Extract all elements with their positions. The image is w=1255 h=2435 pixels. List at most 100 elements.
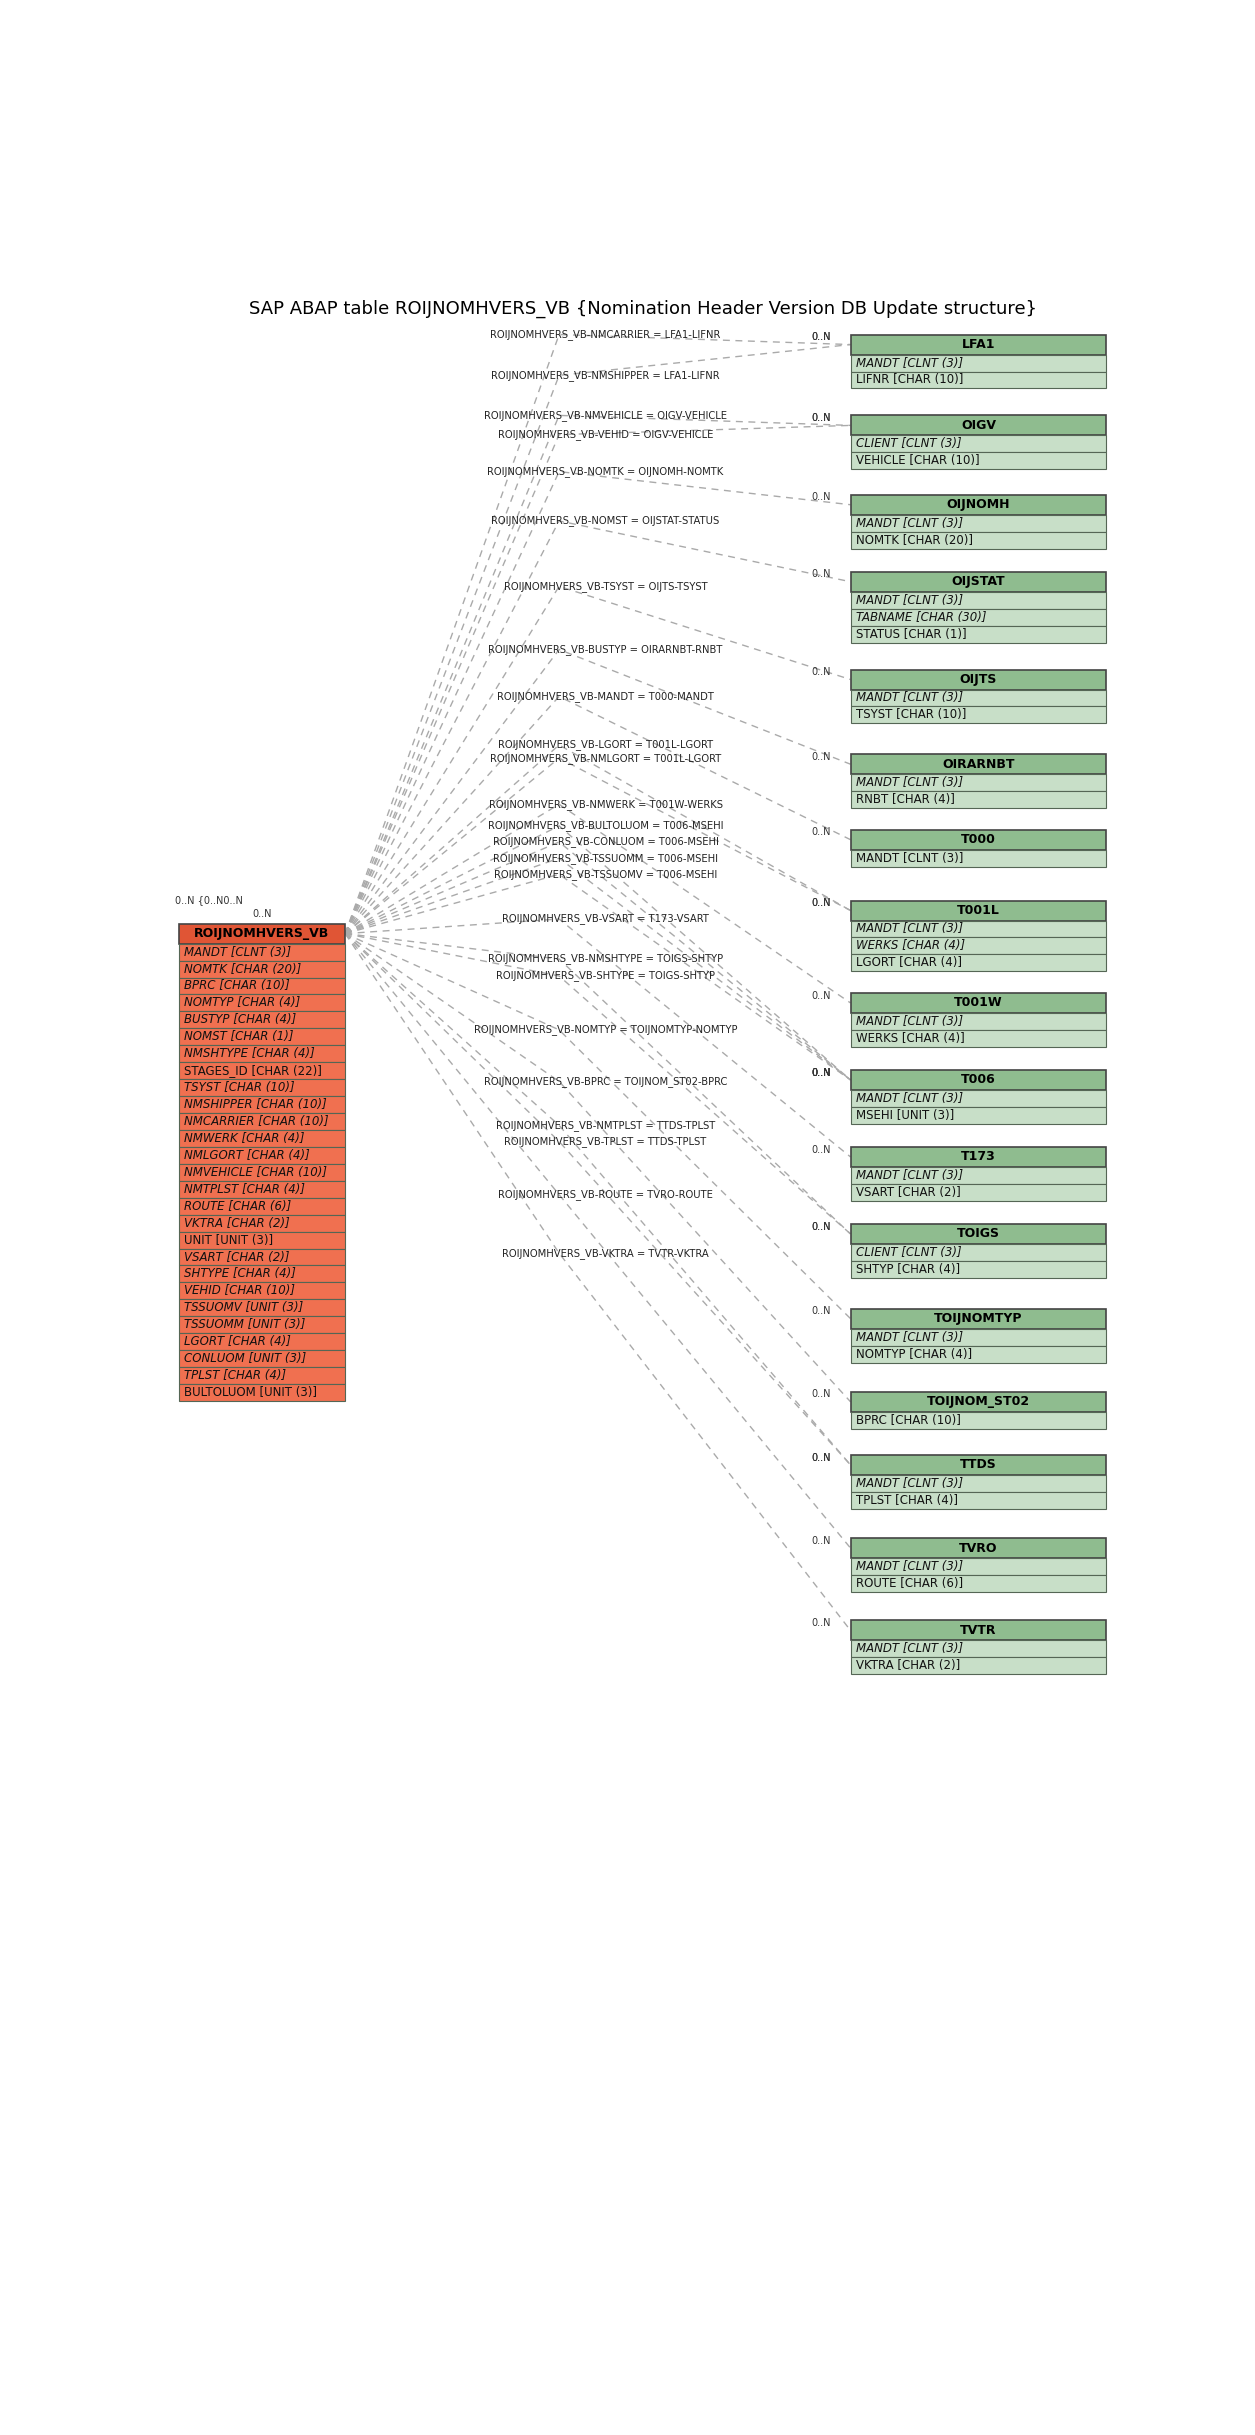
Bar: [178, 1045, 345, 1062]
Bar: [851, 1308, 1106, 1330]
Text: T000: T000: [961, 833, 995, 847]
Bar: [851, 572, 1106, 592]
Bar: [178, 1232, 345, 1249]
Text: LGORT [CHAR (4)]: LGORT [CHAR (4)]: [856, 957, 961, 969]
Bar: [178, 1147, 345, 1164]
Text: NOMST [CHAR (1)]: NOMST [CHAR (1)]: [184, 1030, 294, 1042]
Bar: [851, 920, 1106, 937]
Text: TSYST [CHAR (10)]: TSYST [CHAR (10)]: [184, 1081, 295, 1093]
Bar: [851, 1393, 1106, 1412]
Bar: [851, 1069, 1106, 1091]
Text: NOMTK [CHAR (20)]: NOMTK [CHAR (20)]: [856, 533, 973, 545]
Bar: [851, 453, 1106, 470]
Bar: [851, 1658, 1106, 1675]
Text: OIGV: OIGV: [961, 419, 996, 431]
Text: 0..N: 0..N: [811, 752, 831, 762]
Bar: [851, 626, 1106, 643]
Bar: [851, 1347, 1106, 1364]
Text: T173: T173: [961, 1149, 995, 1164]
Bar: [851, 755, 1106, 774]
Text: MANDT [CLNT (3)]: MANDT [CLNT (3)]: [856, 1478, 963, 1490]
Text: MANDT [CLNT (3)]: MANDT [CLNT (3)]: [856, 356, 963, 370]
Text: VSART [CHAR (2)]: VSART [CHAR (2)]: [184, 1252, 290, 1264]
Text: 0..N: 0..N: [811, 414, 831, 424]
Text: MANDT [CLNT (3)]: MANDT [CLNT (3)]: [856, 1644, 963, 1656]
Text: BULTOLUOM [UNIT (3)]: BULTOLUOM [UNIT (3)]: [184, 1386, 318, 1400]
Text: 0..N: 0..N: [811, 1619, 831, 1629]
Bar: [851, 1108, 1106, 1125]
Text: TVRO: TVRO: [959, 1541, 998, 1554]
Bar: [178, 1062, 345, 1079]
Text: TVTR: TVTR: [960, 1624, 996, 1636]
Bar: [851, 1261, 1106, 1278]
Text: MANDT [CLNT (3)]: MANDT [CLNT (3)]: [856, 692, 963, 704]
Text: NMTPLST [CHAR (4)]: NMTPLST [CHAR (4)]: [184, 1183, 305, 1196]
Text: ROIJNOMHVERS_VB-TSSUOMM = T006-MSEHI: ROIJNOMHVERS_VB-TSSUOMM = T006-MSEHI: [493, 852, 718, 864]
Bar: [851, 1558, 1106, 1575]
Bar: [851, 1030, 1106, 1047]
Bar: [851, 706, 1106, 723]
Text: NOMTYP [CHAR (4)]: NOMTYP [CHAR (4)]: [184, 996, 300, 1011]
Text: MANDT [CLNT (3)]: MANDT [CLNT (3)]: [856, 1091, 963, 1105]
Text: TSYST [CHAR (10)]: TSYST [CHAR (10)]: [856, 709, 966, 721]
Text: TSSUOMM [UNIT (3)]: TSSUOMM [UNIT (3)]: [184, 1317, 305, 1332]
Bar: [851, 373, 1106, 390]
Bar: [851, 531, 1106, 548]
Bar: [851, 937, 1106, 955]
Text: 0..N: 0..N: [811, 1390, 831, 1400]
Text: 0..N {0..N0..N: 0..N {0..N0..N: [174, 896, 242, 906]
Bar: [851, 494, 1106, 514]
Bar: [851, 1147, 1106, 1166]
Bar: [178, 1334, 345, 1349]
Text: 0..N: 0..N: [811, 492, 831, 502]
Text: 0..N: 0..N: [811, 1222, 831, 1232]
Text: ROIJNOMHVERS_VB-NOMTK = OIJNOMH-NOMTK: ROIJNOMHVERS_VB-NOMTK = OIJNOMH-NOMTK: [487, 465, 724, 477]
Text: OIJSTAT: OIJSTAT: [951, 575, 1005, 589]
Text: ROIJNOMHVERS_VB-TSSUOMV = T006-MSEHI: ROIJNOMHVERS_VB-TSSUOMV = T006-MSEHI: [494, 869, 717, 879]
Bar: [851, 592, 1106, 609]
Text: ROIJNOMHVERS_VB: ROIJNOMHVERS_VB: [195, 928, 330, 940]
Text: ROIJNOMHVERS_VB-NMSHTYPE = TOIGS-SHTYP: ROIJNOMHVERS_VB-NMSHTYPE = TOIGS-SHTYP: [488, 955, 723, 964]
Text: CLIENT [CLNT (3)]: CLIENT [CLNT (3)]: [856, 438, 961, 450]
Text: ROIJNOMHVERS_VB-BULTOLUOM = T006-MSEHI: ROIJNOMHVERS_VB-BULTOLUOM = T006-MSEHI: [488, 821, 723, 830]
Text: SHTYPE [CHAR (4)]: SHTYPE [CHAR (4)]: [184, 1269, 296, 1281]
Text: CLIENT [CLNT (3)]: CLIENT [CLNT (3)]: [856, 1247, 961, 1259]
Text: 0..N: 0..N: [811, 1067, 831, 1079]
Text: STATUS [CHAR (1)]: STATUS [CHAR (1)]: [856, 628, 966, 640]
Text: TPLST [CHAR (4)]: TPLST [CHAR (4)]: [856, 1493, 958, 1507]
Text: NOMTK [CHAR (20)]: NOMTK [CHAR (20)]: [184, 962, 301, 976]
Text: T001L: T001L: [958, 903, 1000, 918]
Bar: [178, 1028, 345, 1045]
Text: ROIJNOMHVERS_VB-SHTYPE = TOIGS-SHTYP: ROIJNOMHVERS_VB-SHTYPE = TOIGS-SHTYP: [496, 972, 715, 981]
Bar: [178, 993, 345, 1011]
Bar: [851, 1575, 1106, 1592]
Text: VKTRA [CHAR (2)]: VKTRA [CHAR (2)]: [184, 1218, 290, 1230]
Text: SAP ABAP table ROIJNOMHVERS_VB {Nomination Header Version DB Update structure}: SAP ABAP table ROIJNOMHVERS_VB {Nominati…: [250, 300, 1037, 319]
Text: VEHICLE [CHAR (10)]: VEHICLE [CHAR (10)]: [856, 455, 980, 468]
Text: MANDT [CLNT (3)]: MANDT [CLNT (3)]: [856, 1169, 963, 1181]
Text: NMSHTYPE [CHAR (4)]: NMSHTYPE [CHAR (4)]: [184, 1047, 315, 1059]
Text: ROIJNOMHVERS_VB-NOMST = OIJSTAT-STATUS: ROIJNOMHVERS_VB-NOMST = OIJSTAT-STATUS: [492, 516, 719, 526]
Bar: [851, 1013, 1106, 1030]
Text: T001W: T001W: [954, 996, 1003, 1011]
Bar: [851, 1330, 1106, 1347]
Bar: [851, 1244, 1106, 1261]
Bar: [851, 436, 1106, 453]
Bar: [178, 1079, 345, 1096]
Text: ROIJNOMHVERS_VB-NMVEHICLE = OIGV-VEHICLE: ROIJNOMHVERS_VB-NMVEHICLE = OIGV-VEHICLE: [484, 409, 727, 421]
Text: 0..N: 0..N: [811, 667, 831, 677]
Bar: [178, 1215, 345, 1232]
Bar: [851, 955, 1106, 972]
Text: RNBT [CHAR (4)]: RNBT [CHAR (4)]: [856, 794, 955, 806]
Bar: [851, 1539, 1106, 1558]
Bar: [178, 959, 345, 976]
Bar: [851, 514, 1106, 531]
Text: OIJNOMH: OIJNOMH: [946, 499, 1010, 511]
Text: 0..N: 0..N: [811, 331, 831, 343]
Text: MANDT [CLNT (3)]: MANDT [CLNT (3)]: [856, 1561, 963, 1573]
Text: ROIJNOMHVERS_VB-VKTRA = TVTR-VKTRA: ROIJNOMHVERS_VB-VKTRA = TVTR-VKTRA: [502, 1247, 709, 1259]
Text: 0..N: 0..N: [811, 899, 831, 908]
Text: ROUTE [CHAR (6)]: ROUTE [CHAR (6)]: [856, 1578, 963, 1590]
Text: CONLUOM [UNIT (3)]: CONLUOM [UNIT (3)]: [184, 1351, 306, 1366]
Text: MANDT [CLNT (3)]: MANDT [CLNT (3)]: [856, 1330, 963, 1344]
